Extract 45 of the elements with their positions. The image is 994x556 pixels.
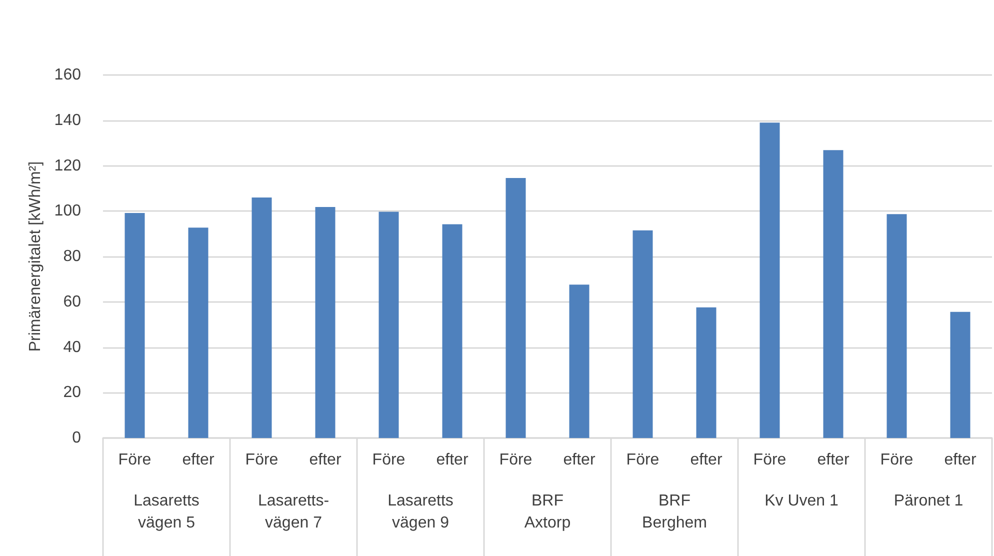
x-tick-label: Före — [118, 452, 152, 468]
bar — [378, 212, 399, 438]
text: Lasaretts- vägen 7 — [258, 492, 330, 532]
x-tick-label: Före — [626, 452, 660, 468]
y-tick-label: 100 — [54, 202, 82, 220]
x-tick-label: efter — [817, 452, 850, 468]
x-tick-label: efter — [563, 452, 596, 468]
text: Päronet 1 — [894, 492, 964, 510]
text: Kv Uven 1 — [764, 492, 839, 510]
bar — [760, 122, 780, 438]
bar — [823, 150, 844, 438]
y-tick-label: 80 — [63, 248, 82, 265]
text: BRF Berghem — [642, 492, 707, 532]
bar — [506, 178, 526, 438]
text: Lasaretts vägen 5 — [134, 492, 200, 532]
bar — [188, 228, 208, 438]
x-tick-label: efter — [436, 452, 469, 468]
bar — [315, 207, 336, 438]
y-tick-label: 160 — [54, 66, 82, 84]
x-tick-label: Före — [245, 452, 278, 468]
x-tick-label: efter — [309, 452, 342, 468]
text: BRF Axtorp — [524, 492, 571, 532]
bar — [632, 230, 653, 438]
x-tick-label: Före — [499, 452, 532, 468]
x-tick-label: efter — [182, 452, 215, 468]
x-tick-label: efter — [690, 452, 723, 468]
y-tick-label: 140 — [54, 112, 82, 129]
bar — [442, 224, 462, 438]
y-tick-label: 60 — [63, 293, 82, 310]
x-tick-label: efter — [944, 452, 977, 468]
bar — [569, 284, 590, 438]
bar — [696, 307, 716, 438]
y-axis-title: Primärenergitalet [kWh/m²] — [26, 161, 44, 352]
y-tick-label: 20 — [63, 384, 82, 402]
y-tick-label: 0 — [72, 430, 82, 446]
x-tick-label: Före — [753, 452, 786, 468]
y-tick-label: 120 — [54, 157, 82, 174]
bar — [886, 214, 907, 438]
bar — [950, 312, 970, 438]
x-tick-label: Före — [372, 452, 406, 468]
x-tick-label: Före — [880, 452, 914, 468]
bar — [124, 212, 145, 438]
y-tick-label: 40 — [63, 338, 82, 356]
text: Lasaretts vägen 9 — [388, 492, 454, 532]
bar — [252, 198, 272, 438]
